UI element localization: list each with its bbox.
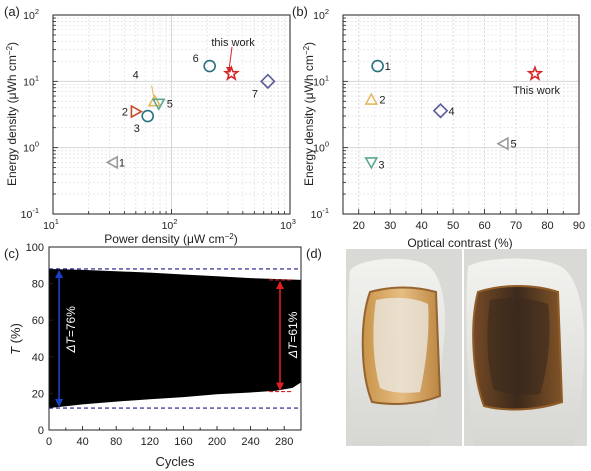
panel-c-reference-lines [49,268,301,409]
point-label-3: 3 [378,159,384,171]
panel-a-ylabel: Energy density (μWh cm−2) [5,42,19,186]
point-5 [496,136,509,151]
point-this-work [526,64,544,81]
panel-label-c: (c) [4,246,19,261]
point-label-this-work: this work [211,37,255,49]
y-tick-label: 80 [32,279,44,291]
x-tick-label: 70 [510,220,522,232]
y-tick-label: 102 [23,7,39,22]
panel-d-photo [346,249,587,446]
point-label-5: 5 [167,99,173,111]
point-label-4: 4 [133,69,139,81]
y-tick-label: 100 [26,242,44,254]
delta-t-left-label: ΔT=76% [64,306,78,354]
x-tick-label: 90 [573,220,585,232]
panel-a-xlabel: Power density (μW cm−2) [104,232,237,246]
point-label-this-work: This work [513,85,561,97]
point-1 [105,155,119,170]
photo-divider [462,249,464,446]
x-tick-label: 0 [46,436,52,448]
panel-b-grid [343,15,580,215]
y-tick-label: 100 [23,140,39,155]
x-tick-label: 60 [478,220,490,232]
y-tick-label: 20 [32,388,44,400]
x-tick-label: 102 [162,217,178,232]
x-tick-label: 40 [416,220,428,232]
panel-a-ticks: 101 102 103 10-1 100 101 102 [21,7,296,232]
this-work-pointer-a-head [226,67,232,73]
point-4 [147,94,162,107]
point-label-7: 7 [252,88,258,100]
panel-label-d: (d) [306,246,322,261]
point-this-work [222,64,240,81]
x-tick-label: 101 [43,217,59,232]
point-label-1: 1 [119,157,125,169]
point-6 [203,59,216,73]
panel-b-chart: 20 30 40 50 60 70 80 90 10-1 100 101 102 1 2 3 4 5 This … [302,7,585,250]
point-label-4: 4 [449,106,455,118]
point-label-2: 2 [122,107,128,119]
panel-c-frame [48,246,302,431]
finger-right [487,297,550,395]
y-tick-label: 0 [38,425,44,437]
point-2 [364,92,379,105]
panel-b-ylabel: Energy density (μWh cm−2) [302,42,316,186]
y-tick-label: 60 [32,315,44,327]
x-tick-label: 80 [541,220,553,232]
x-tick-label: 40 [76,436,88,448]
x-tick-label: 50 [447,220,459,232]
x-tick-label: 103 [280,217,296,232]
x-tick-label: 80 [110,436,122,448]
x-tick-label: 200 [208,436,226,448]
delta-t-right-label: ΔT=61% [286,311,300,359]
point-label-6: 6 [193,53,199,65]
panel-b-frame [342,14,580,215]
panel-label-b: (b) [292,4,308,19]
y-tick-label: 10-1 [21,206,39,221]
panel-c-arrows: ΔT=76% ΔT=61% [55,269,300,408]
point-label-2: 2 [379,95,385,107]
x-tick-label: 280 [275,436,293,448]
x-tick-label: 20 [353,220,365,232]
y-tick-label: 10-1 [311,206,329,221]
panel-b-points: 1 2 3 4 5 This work [364,59,561,171]
point-4 [432,103,449,119]
x-tick-label: 120 [141,436,159,448]
point-3 [141,109,155,123]
x-tick-label: 30 [384,220,396,232]
point-5 [151,98,166,111]
point-1 [371,59,384,73]
x-tick-label: 160 [174,436,192,448]
panel-b-xlabel: Optical contrast (%) [407,236,512,250]
panel-c-ticks: 0 40 80 120 160 200 240 280 0 20 40 60 80 100 [26,242,294,448]
panel-b-ticks: 20 30 40 50 60 70 80 90 10-1 100 101 102 [311,7,585,232]
panel-label-a: (a) [4,4,20,19]
point-label-1: 1 [385,61,391,73]
y-tick-label: 100 [313,140,329,155]
this-work-pointer-a [228,46,233,71]
y-tick-label: 101 [23,73,39,88]
leader-4 [151,85,155,97]
point-3 [364,157,379,170]
point-label-5: 5 [510,139,516,151]
y-tick-label: 101 [313,73,329,88]
point-label-3: 3 [134,123,140,135]
transmittance-envelope [49,269,301,408]
point-2 [130,104,143,119]
y-tick-label: 102 [313,7,329,22]
point-7 [260,73,276,90]
panel-c-ylabel: T (%) [8,323,23,355]
y-tick-label: 40 [32,352,44,364]
panel-c-xlabel: Cycles [155,454,195,469]
x-tick-label: 240 [241,436,259,448]
finger-left [373,297,429,393]
